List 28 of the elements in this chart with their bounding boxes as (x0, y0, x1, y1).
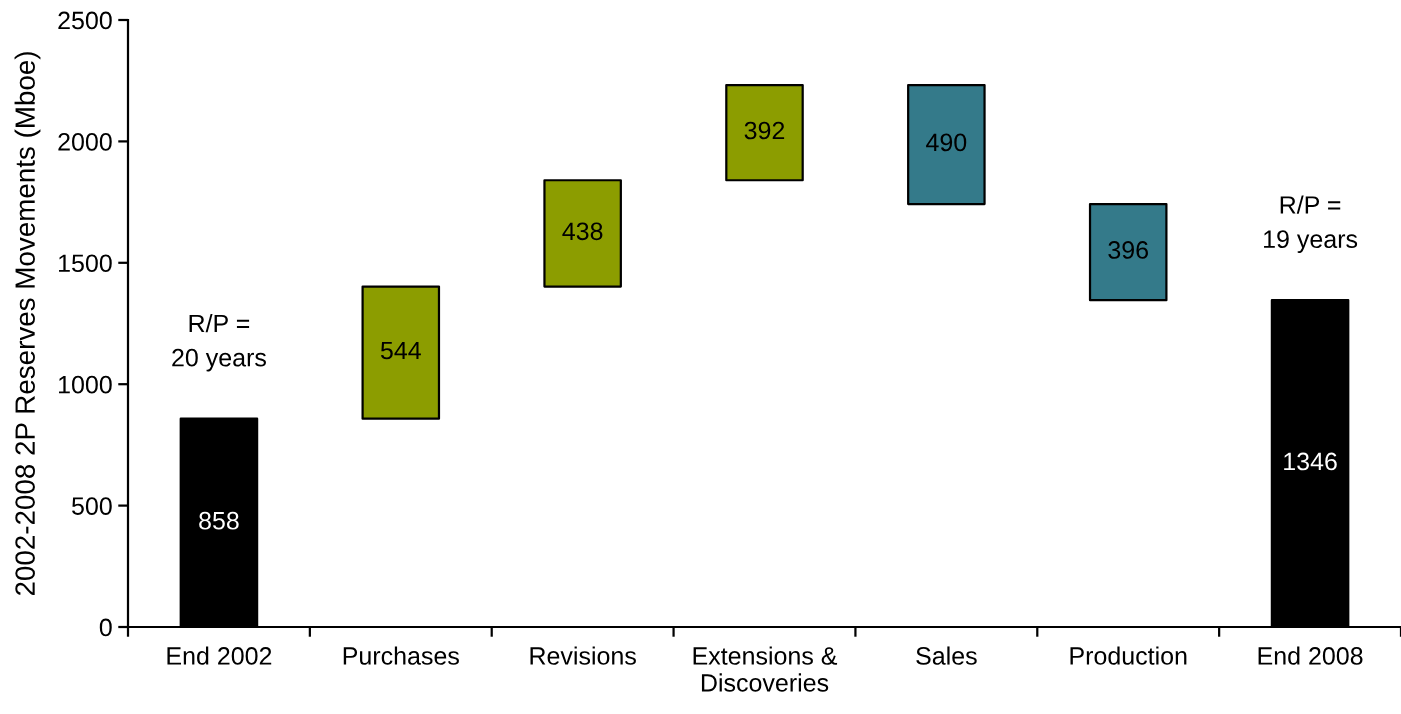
data-label: 392 (744, 121, 785, 140)
data-label: 1346 (1284, 452, 1337, 471)
bar (361, 285, 441, 420)
x-tick-label: Revisions (530, 646, 636, 665)
bar (1088, 202, 1168, 302)
x-tick-label: Production (1070, 646, 1187, 665)
bar (543, 179, 622, 288)
y-tick-label: 0 (99, 618, 112, 637)
x-tick-label: Sales (916, 646, 977, 665)
annotation: R/P = 20 years (172, 313, 266, 372)
x-tick-label: Purchases (343, 646, 459, 665)
y-tick-label: 500 (72, 497, 112, 515)
y-tick-label: 1500 (59, 254, 112, 273)
bar (907, 83, 986, 206)
data-label: 858 (199, 511, 239, 530)
data-label: 438 (562, 222, 603, 241)
x-tick-label: End 2008 (1258, 646, 1363, 665)
y-axis-title: 2002-2008 2P Reserves Movements (Mboe) (14, 52, 41, 596)
y-tick-label: 2000 (58, 133, 112, 151)
data-label: 544 (380, 341, 421, 360)
y-tick-label: 2500 (58, 11, 112, 30)
x-tick-label: End 2002 (167, 646, 272, 665)
data-label: 396 (1108, 241, 1148, 259)
x-tick-label: Extensions & Discoveries (693, 646, 838, 692)
annotation: R/P = 19 years (1264, 195, 1358, 253)
bar (725, 83, 804, 182)
data-label: 490 (926, 133, 967, 152)
y-tick-label: 1000 (59, 375, 112, 394)
